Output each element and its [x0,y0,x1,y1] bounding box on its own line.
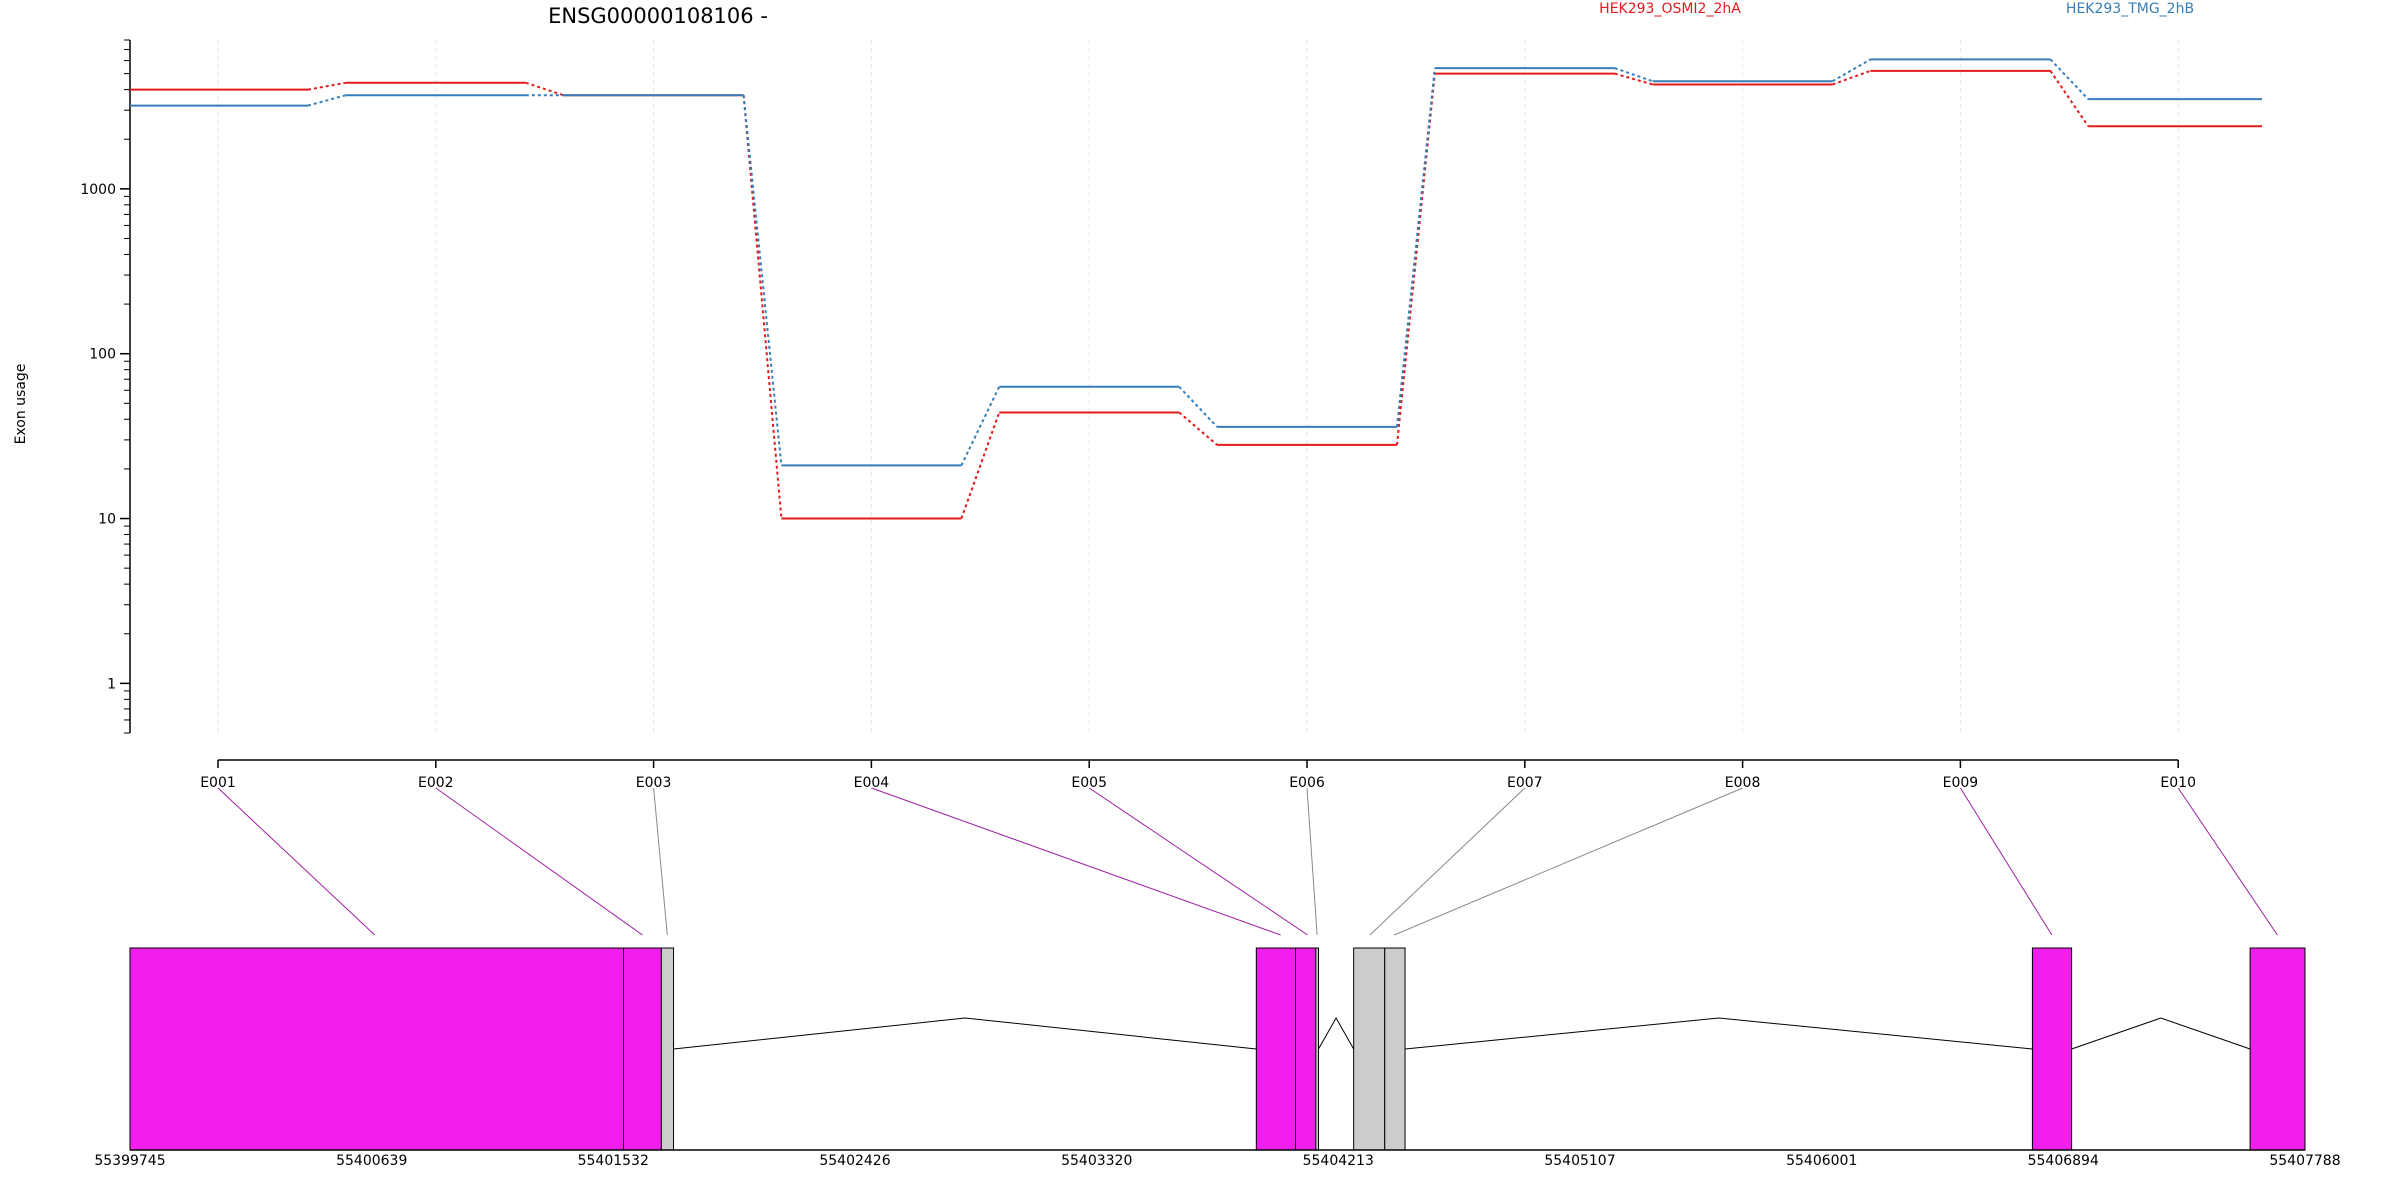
genomic-tick-label: 55403320 [1061,1153,1132,1169]
genomic-tick-label: 55401532 [578,1153,649,1169]
genomic-tick-label: 55400639 [336,1153,407,1169]
gene-model [129,947,2306,1151]
connector-e008 [1394,787,1743,936]
exon-block [1315,947,1320,1151]
connector-e005 [1088,787,1308,936]
exon-label-e010: E010 [2160,775,2196,791]
connector [1396,68,1436,427]
plot-series [130,58,2262,520]
exon-label-e003: E003 [636,775,672,791]
exon-label-e002: E002 [418,775,454,791]
exon-block [660,947,675,1151]
series-tmg [130,58,2262,467]
connector [1832,69,1871,86]
exon-label-e009: E009 [1943,775,1979,791]
exon-label-e004: E004 [854,775,890,791]
connector-e006 [1306,787,1318,936]
exon-block [1353,947,1386,1151]
genomic-tick-label: 55405107 [1544,1153,1615,1169]
intron-line [673,1017,1257,1050]
connector [1396,73,1436,445]
exon-block [1255,947,1297,1151]
connector [1614,67,1653,83]
gene-title: ENSG00000108106 - [548,4,768,28]
genomic-tick-label: 55402426 [819,1153,890,1169]
exon-block [1384,947,1406,1151]
connector [1178,411,1218,446]
exon-connectors [217,787,2278,936]
intron-line [1404,1017,2033,1050]
connector [960,412,1001,519]
y-axis: 1 10 100 1000 [80,39,131,734]
exon-label-e001: E001 [200,775,236,791]
connector [742,95,783,466]
genomic-tick-label: 55404213 [1303,1153,1374,1169]
y-tick-label: 100 [89,347,116,363]
y-tick-label: 1 [107,676,116,692]
connector-e009 [1959,787,2053,936]
connector [1832,58,1871,83]
connector [307,94,347,107]
connector-e010 [2177,787,2278,936]
series-osmi2 [130,69,2262,520]
legend-label-osmi2: HEK293_OSMI2_2hA [1599,1,1741,17]
genomic-tick-label: 55406894 [2028,1153,2099,1169]
connector [960,386,1001,466]
connector [1178,386,1218,428]
plot-grid [217,40,2179,733]
connector [742,95,783,519]
exon-label-e008: E008 [1725,775,1761,791]
connector-e007 [1369,787,1526,936]
exon-block [1295,947,1317,1151]
exon-label-e007: E007 [1507,775,1543,791]
connector [1614,72,1653,86]
exon-label-e006: E006 [1289,775,1325,791]
connector-e002 [435,787,643,936]
legend-label-tmg: HEK293_TMG_2hB [2066,1,2194,17]
connector [2049,58,2089,100]
connector-e001 [217,787,376,936]
intron-line [2071,1017,2251,1050]
exon-block [2249,947,2306,1151]
connector-e003 [653,787,668,936]
y-tick-label: 1000 [80,182,116,198]
connector [2049,70,2090,127]
y-axis-title: Exon usage [13,364,29,445]
connector [307,81,346,91]
genomic-axis: 55399745 55400639 55401532 55402426 55403320… [94,1149,2341,1169]
exon-axis: E001 E002 E003 E004 E005 E006 E007 E008 E009 E010 [200,759,2196,791]
genomic-tick-label: 55406001 [1786,1153,1857,1169]
intron-line [1318,1016,1355,1050]
connector [525,81,564,97]
exon-label-e005: E005 [1071,775,1107,791]
exon-block [129,947,625,1151]
genomic-tick-label: 55399745 [94,1153,165,1169]
exon-block [623,947,662,1151]
connector-e004 [871,787,1281,936]
exon-block [2031,947,2073,1151]
y-tick-label: 10 [98,512,116,528]
genomic-tick-label: 55407788 [2269,1153,2340,1169]
